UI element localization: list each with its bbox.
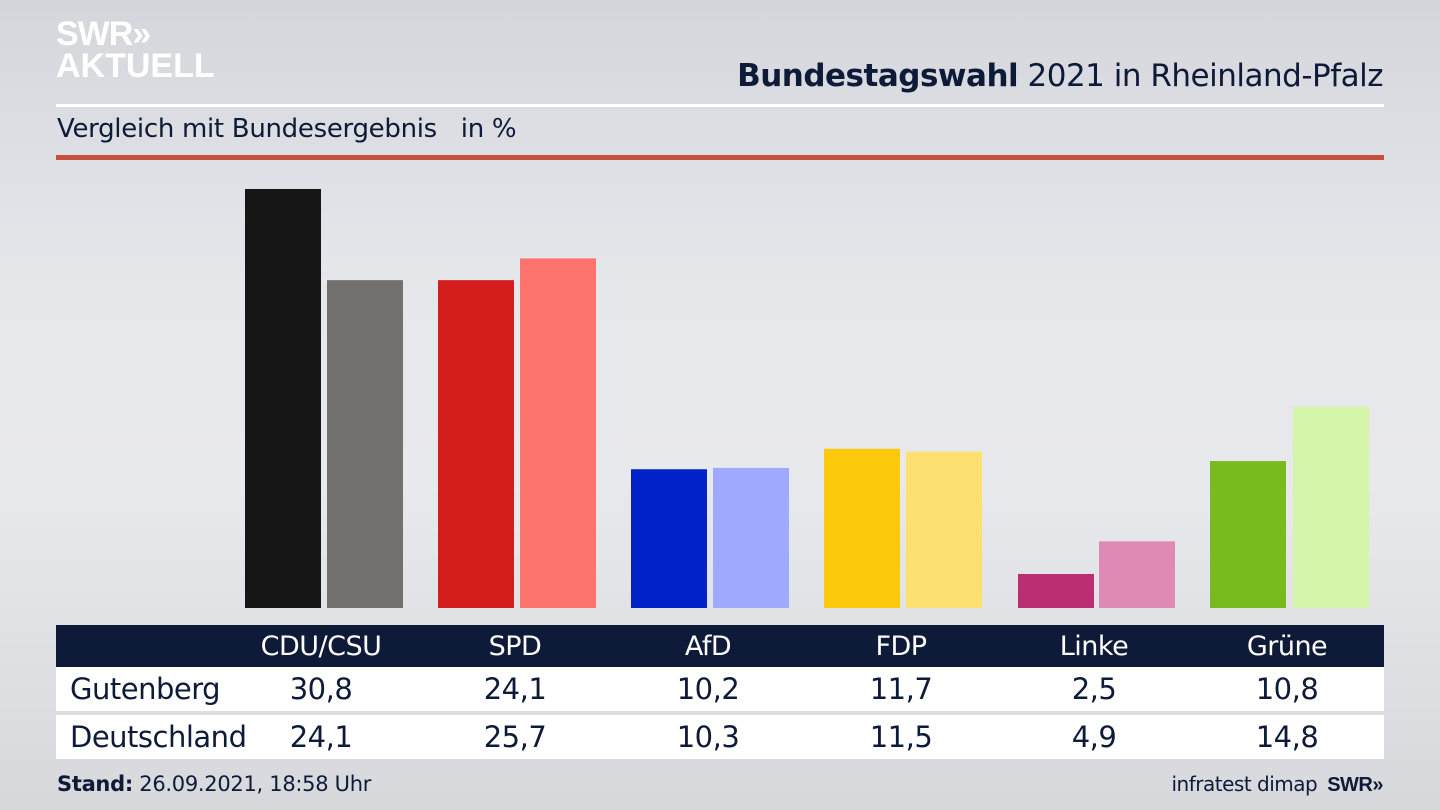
table-cell: 10,8 [1255,672,1319,706]
stand-value: 26.09.2021, 18:58 Uhr [132,772,372,796]
table-cell: 11,7 [869,672,933,706]
bar-cducsu-gutenberg [245,189,321,608]
divider-white [56,104,1384,107]
column-header: AfD [684,630,732,662]
bar-afd-gutenberg [631,469,707,608]
source-text: infratest dimap [1171,772,1318,796]
table-header: CDU/CSU SPD AfD FDP Linke Grüne [56,625,1384,667]
column-header: FDP [875,630,927,662]
title-rest: 2021 in Rheinland-Pfalz [1018,58,1384,94]
table-cell: 4,9 [1071,720,1117,754]
logo-line-1: SWR» [56,15,151,53]
stand-label: Stand: [57,772,133,796]
swr-aktuell-logo: SWR» AKTUELL [56,15,215,85]
table-cell: 10,2 [676,672,740,706]
row-label: Gutenberg [70,672,221,706]
bar-linke-deutschland [1099,541,1175,608]
column-header: SPD [488,630,542,662]
table-cell: 2,5 [1071,672,1117,706]
bar-linke-gutenberg [1018,573,1094,608]
subtitle: Vergleich mit Bundesergebnis in % [57,114,517,144]
table-cell: 24,1 [289,720,353,754]
table-cell: 25,7 [483,720,547,754]
bar-grne-gutenberg [1210,461,1286,608]
source-credit: infratest dimap SWR» [1172,772,1384,797]
divider-red [56,155,1384,160]
bar-fdp-gutenberg [824,448,900,608]
bar-fdp-deutschland [906,451,982,608]
swr-logo-small: SWR» [1327,774,1383,796]
title-bold: Bundestagswahl [737,58,1019,94]
table-cell: 11,5 [869,720,933,754]
bar-spd-deutschland [520,258,596,608]
results-table: CDU/CSU SPD AfD FDP Linke Grüne Gutenberg 30,… [56,625,1384,759]
bar-spd-gutenberg [438,280,514,608]
bar-grne-deutschland [1293,406,1369,608]
logo-line-2: AKTUELL [56,47,215,85]
table-cell: 10,3 [676,720,740,754]
table-row-gutenberg: Gutenberg 30,8 24,1 10,2 11,7 2,5 10,8 [56,667,1384,711]
timestamp: Stand: 26.09.2021, 18:58 Uhr [57,772,371,796]
table-cell: 30,8 [289,672,353,706]
row-label: Deutschland [70,720,247,754]
column-header: Linke [1059,630,1129,662]
bar-afd-deutschland [713,467,789,608]
bar-cducsu-deutschland [327,280,403,608]
page-title: Bundestagswahl 2021 in Rheinland-Pfalz [737,58,1383,94]
table-cell: 14,8 [1255,720,1319,754]
table-row-deutschland: Deutschland 24,1 25,7 10,3 11,5 4,9 14,8 [56,715,1384,759]
column-header: CDU/CSU [260,630,382,662]
column-header: Grüne [1246,630,1328,662]
table-cell: 24,1 [483,672,547,706]
